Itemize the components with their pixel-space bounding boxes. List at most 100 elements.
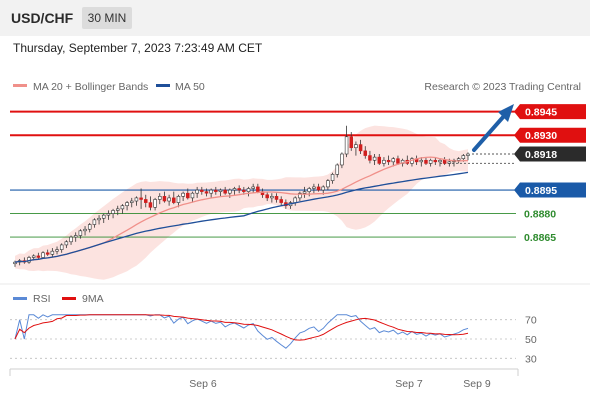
credit-text: Research © 2023 Trading Central — [424, 81, 581, 93]
candle-up — [354, 144, 358, 149]
timeframe-button[interactable]: 30 MIN — [82, 7, 132, 29]
candle-up — [344, 136, 349, 155]
x-tick-label: Sep 6 — [189, 378, 217, 390]
candle-down — [172, 197, 176, 203]
rsi-tick-label: 50 — [525, 334, 537, 346]
candle-up — [335, 164, 339, 175]
candle-down — [265, 194, 269, 199]
candle-up — [69, 236, 73, 243]
target-level-label: 0.8880 — [524, 209, 556, 221]
candle-up — [31, 255, 36, 258]
candle-down — [186, 192, 190, 199]
candle-down — [396, 158, 400, 164]
resistance-level-label: 0.8930 — [525, 130, 557, 142]
candle-up — [372, 156, 377, 161]
ma9-legend-swatch — [62, 297, 76, 300]
candle-up — [59, 244, 64, 250]
rsi-tick-label: 70 — [525, 315, 537, 327]
candle-up — [106, 213, 111, 216]
candle-down — [144, 199, 148, 203]
candle-up — [78, 230, 83, 236]
candle-up — [466, 153, 470, 156]
ma50-legend-label: MA 50 — [175, 81, 205, 93]
candle-up — [55, 249, 59, 252]
rsi-tick-label: 30 — [525, 353, 537, 365]
candle-up — [41, 252, 45, 258]
candle-up — [73, 235, 78, 238]
candle-up — [83, 228, 87, 232]
rsi-ma-line — [14, 314, 469, 341]
candle-up — [120, 205, 125, 210]
candle-down — [242, 189, 246, 192]
candle-up — [382, 159, 386, 164]
ma9-legend-label: 9MA — [82, 293, 104, 305]
candle-up — [134, 197, 139, 202]
price-levels — [10, 110, 516, 238]
support-level-tag — [514, 182, 586, 198]
candle-down — [148, 202, 153, 208]
candle-up — [232, 188, 237, 191]
current-level-label: 0.8918 — [525, 149, 557, 161]
candle-up — [307, 188, 311, 192]
ma20-legend-swatch — [13, 84, 27, 87]
candle-down — [200, 189, 204, 192]
rsi-legend-label: RSI — [33, 293, 51, 305]
symbol-title: USD/CHF — [11, 10, 74, 26]
candle-up — [158, 196, 162, 200]
rsi-legend-swatch — [13, 297, 27, 300]
candle-up — [251, 186, 255, 189]
candle-up — [461, 155, 466, 160]
candle-down — [45, 252, 50, 255]
candle-down — [358, 144, 363, 152]
candle-down — [363, 150, 368, 156]
candle-down — [223, 189, 227, 194]
support-level-label: 0.8895 — [525, 185, 557, 197]
forecast-arrow-icon — [472, 104, 514, 152]
x-tick-label: Sep 9 — [463, 378, 491, 390]
candle-up — [115, 208, 120, 211]
candle-down — [256, 186, 260, 192]
candle-down — [442, 159, 447, 164]
candle-down — [237, 188, 241, 191]
ma50-legend-swatch — [156, 84, 170, 87]
bollinger-band-area — [15, 125, 468, 280]
level-labels: 0.8945 0.8930 0.8918 0.8895 0.8880 0.8865 — [514, 104, 586, 244]
target-level-label: 0.8865 — [524, 232, 556, 244]
x-tick-label: Sep 7 — [395, 378, 423, 390]
candle-up — [428, 159, 433, 164]
candle-up — [419, 159, 424, 163]
candle-down — [349, 136, 353, 149]
candle-down — [162, 196, 167, 202]
candle-down — [377, 156, 382, 164]
candle-up — [270, 196, 274, 199]
candle-up — [246, 188, 251, 192]
candle-down — [368, 155, 372, 161]
candle-up — [64, 241, 69, 246]
candle-up — [330, 174, 335, 181]
candle-up — [97, 217, 101, 221]
candle-up — [153, 199, 157, 208]
candle-up — [447, 161, 452, 164]
candle-up — [456, 158, 461, 161]
timestamp: Thursday, September 7, 2023 7:23:49 AM C… — [13, 41, 263, 55]
candle-up — [167, 197, 171, 202]
moving-averages — [14, 156, 469, 263]
candle-up — [293, 197, 297, 203]
candle-up — [190, 192, 195, 199]
candle-up — [391, 158, 396, 163]
candle-up — [302, 191, 307, 194]
candle-down — [36, 255, 41, 258]
candle-up — [181, 192, 185, 197]
candle-down — [204, 191, 209, 194]
candle-up — [438, 159, 442, 163]
candle-up — [228, 189, 232, 194]
bollinger-bands — [15, 125, 468, 280]
candle-up — [50, 250, 55, 255]
candle-up — [298, 192, 302, 199]
candle-up — [176, 196, 181, 203]
candle-down — [274, 196, 279, 200]
candle-down — [139, 197, 143, 200]
candle-down — [424, 159, 428, 164]
resistance-level-label: 0.8945 — [525, 107, 557, 119]
